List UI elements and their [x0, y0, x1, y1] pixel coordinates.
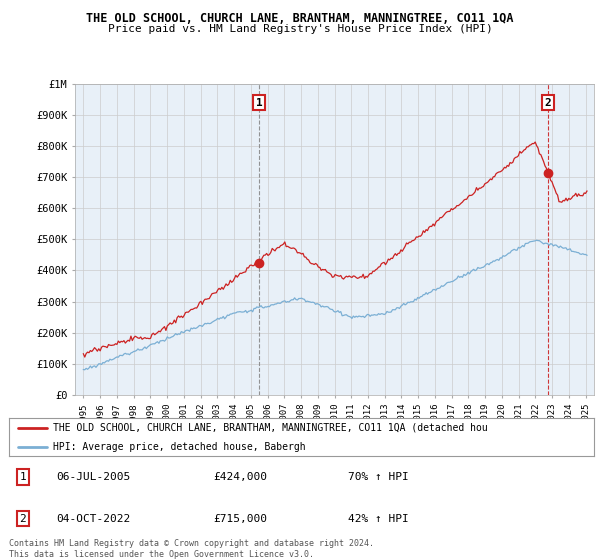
Text: 2: 2 [20, 514, 26, 524]
Text: HPI: Average price, detached house, Babergh: HPI: Average price, detached house, Babe… [53, 442, 305, 452]
Text: £424,000: £424,000 [214, 472, 268, 482]
Text: 70% ↑ HPI: 70% ↑ HPI [348, 472, 409, 482]
Text: 42% ↑ HPI: 42% ↑ HPI [348, 514, 409, 524]
Text: 04-OCT-2022: 04-OCT-2022 [56, 514, 130, 524]
Text: 1: 1 [20, 472, 26, 482]
Text: 06-JUL-2005: 06-JUL-2005 [56, 472, 130, 482]
Text: 1: 1 [256, 97, 263, 108]
Text: £715,000: £715,000 [214, 514, 268, 524]
Text: THE OLD SCHOOL, CHURCH LANE, BRANTHAM, MANNINGTREE, CO11 1QA: THE OLD SCHOOL, CHURCH LANE, BRANTHAM, M… [86, 12, 514, 25]
Text: Contains HM Land Registry data © Crown copyright and database right 2024.
This d: Contains HM Land Registry data © Crown c… [9, 539, 374, 559]
Text: THE OLD SCHOOL, CHURCH LANE, BRANTHAM, MANNINGTREE, CO11 1QA (detached hou: THE OLD SCHOOL, CHURCH LANE, BRANTHAM, M… [53, 423, 488, 433]
Text: Price paid vs. HM Land Registry's House Price Index (HPI): Price paid vs. HM Land Registry's House … [107, 24, 493, 34]
Text: 2: 2 [545, 97, 551, 108]
